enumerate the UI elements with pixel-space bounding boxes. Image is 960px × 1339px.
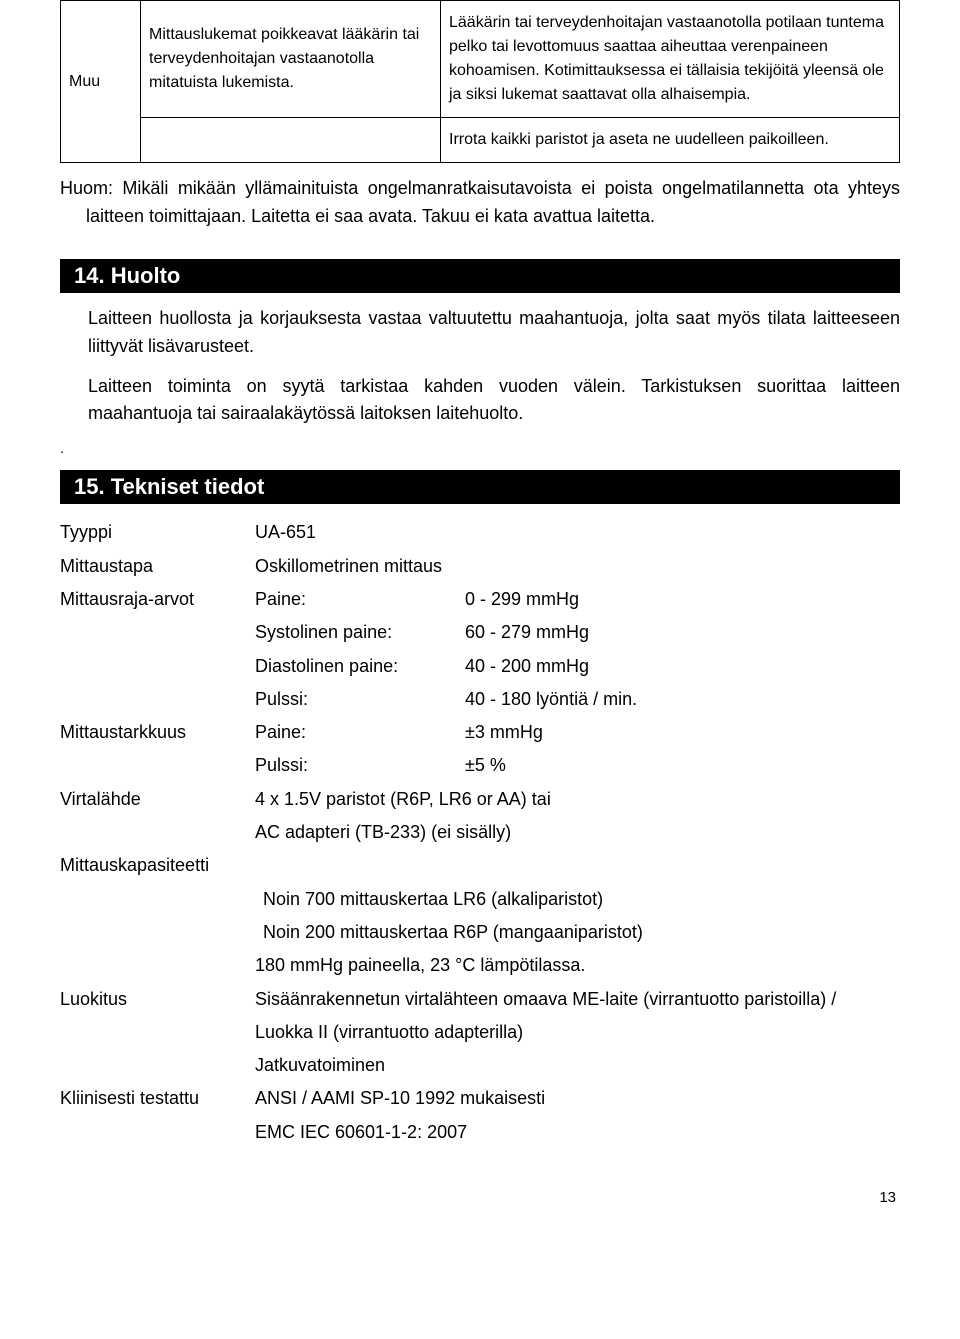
troubleshoot-table: Muu Mittauslukemat poikkeavat lääkärin t… (60, 0, 900, 163)
spec-value: UA-651 (255, 516, 900, 549)
table-cell-cause: Lääkärin tai terveydenhoitajan vastaanot… (441, 1, 900, 118)
table-cell-action: Irrota kaikki paristot ja aseta ne uudel… (441, 118, 900, 163)
spec-row: Virtalähde 4 x 1.5V paristot (R6P, LR6 o… (60, 783, 900, 816)
spec-label: Mittaustarkkuus (60, 716, 255, 749)
spec-row: Jatkuvatoiminen (60, 1049, 900, 1082)
section-14-p2: Laitteen toiminta on syytä tarkistaa kah… (88, 373, 900, 429)
spec-row: Tyyppi UA-651 (60, 516, 900, 549)
spec-value: Noin 700 mittauskertaa LR6 (alkaliparist… (255, 883, 900, 916)
spec-label: Mittaustapa (60, 550, 255, 583)
spec-value: Noin 200 mittauskertaa R6P (mangaanipari… (255, 916, 900, 949)
spec-value: Luokka II (virrantuotto adapterilla) (255, 1016, 900, 1049)
spec-row: Pulssi: 40 - 180 lyöntiä / min. (60, 683, 900, 716)
section-15-header: 15. Tekniset tiedot (60, 470, 900, 504)
spec-value: 0 - 299 mmHg (465, 583, 900, 616)
spec-key: Paine: (255, 583, 465, 616)
spec-value: 40 - 200 mmHg (465, 650, 900, 683)
spec-value: AC adapteri (TB-233) (ei sisälly) (255, 816, 900, 849)
section-14-body: Laitteen huollosta ja korjauksesta vasta… (60, 305, 900, 429)
spec-row: Luokitus Sisäänrakennetun virtalähteen o… (60, 983, 900, 1016)
spec-key: Diastolinen paine: (255, 650, 465, 683)
spec-row: Systolinen paine: 60 - 279 mmHg (60, 616, 900, 649)
table-cell-label: Muu (61, 1, 141, 163)
spec-row: Noin 700 mittauskertaa LR6 (alkaliparist… (60, 883, 900, 916)
spec-row: Diastolinen paine: 40 - 200 mmHg (60, 650, 900, 683)
spec-value: 180 mmHg paineella, 23 °C lämpötilassa. (255, 949, 900, 982)
spec-key: Paine: (255, 716, 465, 749)
spec-value: EMC IEC 60601-1-2: 2007 (255, 1116, 900, 1149)
section-14-header: 14. Huolto (60, 259, 900, 293)
table-cell-symptom: Mittauslukemat poikkeavat lääkärin tai t… (141, 1, 441, 118)
spec-label: Luokitus (60, 983, 255, 1016)
spec-key: Systolinen paine: (255, 616, 465, 649)
spec-label: Tyyppi (60, 516, 255, 549)
spec-row: Kliinisesti testattu ANSI / AAMI SP-10 1… (60, 1082, 900, 1115)
spec-value: ±5 % (465, 749, 900, 782)
spec-row: EMC IEC 60601-1-2: 2007 (60, 1116, 900, 1149)
spec-label: Kliinisesti testattu (60, 1082, 255, 1115)
spec-value: ±3 mmHg (465, 716, 900, 749)
spec-row: Pulssi: ±5 % (60, 749, 900, 782)
stray-dot: . (60, 440, 900, 456)
spec-label: Mittauskapasiteetti (60, 849, 255, 882)
spec-value: 4 x 1.5V paristot (R6P, LR6 or AA) tai (255, 783, 900, 816)
spec-value: ANSI / AAMI SP-10 1992 mukaisesti (255, 1082, 900, 1115)
table-cell-empty (141, 118, 441, 163)
spec-row: Luokka II (virrantuotto adapterilla) (60, 1016, 900, 1049)
spec-label: Virtalähde (60, 783, 255, 816)
spec-row: AC adapteri (TB-233) (ei sisälly) (60, 816, 900, 849)
spec-label: Mittausraja-arvot (60, 583, 255, 616)
spec-value: 60 - 279 mmHg (465, 616, 900, 649)
specs-list: Tyyppi UA-651 Mittaustapa Oskillometrine… (60, 516, 900, 1149)
spec-value: Jatkuvatoiminen (255, 1049, 900, 1082)
page-number: 13 (60, 1189, 900, 1206)
section-14-p1: Laitteen huollosta ja korjauksesta vasta… (88, 305, 900, 361)
spec-value: Oskillometrinen mittaus (255, 550, 900, 583)
spec-row: 180 mmHg paineella, 23 °C lämpötilassa. (60, 949, 900, 982)
spec-row: Mittaustapa Oskillometrinen mittaus (60, 550, 900, 583)
spec-row: Noin 200 mittauskertaa R6P (mangaanipari… (60, 916, 900, 949)
spec-row: Mittauskapasiteetti (60, 849, 900, 882)
spec-key: Pulssi: (255, 683, 465, 716)
spec-value: Sisäänrakennetun virtalähteen omaava ME-… (255, 983, 900, 1016)
note-text: Huom: Mikäli mikään yllämainituista onge… (60, 175, 900, 231)
spec-row: Mittaustarkkuus Paine: ±3 mmHg (60, 716, 900, 749)
spec-key: Pulssi: (255, 749, 465, 782)
spec-value: 40 - 180 lyöntiä / min. (465, 683, 900, 716)
spec-row: Mittausraja-arvot Paine: 0 - 299 mmHg (60, 583, 900, 616)
